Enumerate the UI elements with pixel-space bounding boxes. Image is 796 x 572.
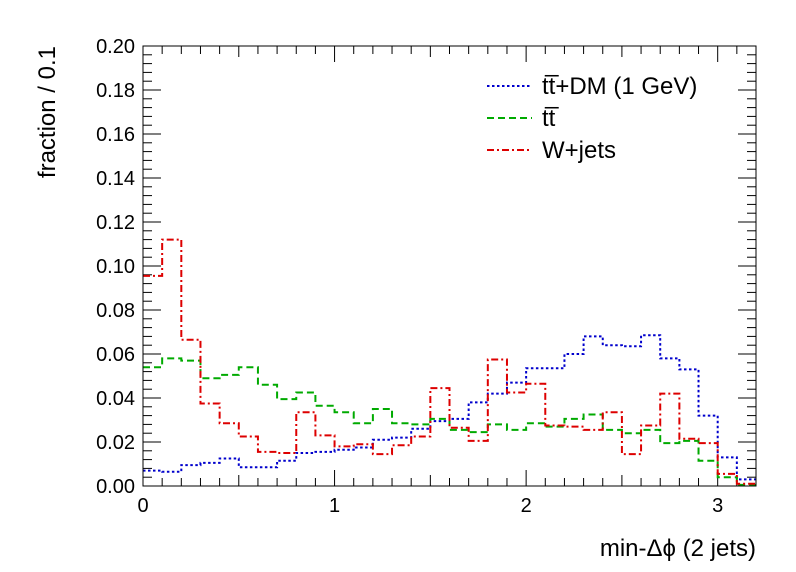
legend-label-1: tt̅ [542,105,559,132]
x-tick-label: 0 [137,495,148,517]
y-tick-label: 0.04 [96,388,135,410]
y-tick-label: 0.16 [96,124,135,146]
y-tick-label: 0.18 [96,80,135,102]
axis-ticks [142,45,757,487]
x-axis-title: min-Δϕ (2 jets) [600,535,756,562]
x-tick-label: 2 [521,495,532,517]
y-tick-label: 0.12 [96,212,135,234]
y-tick-label: 0.00 [96,476,135,498]
series-line-2 [143,238,756,485]
y-tick-label: 0.02 [96,432,135,454]
y-tick-label: 0.06 [96,344,135,366]
y-tick-label: 0.08 [96,300,135,322]
y-tick-label: 0.20 [96,36,135,58]
y-axis-title: fraction / 0.1 [34,46,61,178]
legend-label-0: tt̅+DM (1 GeV) [542,73,697,100]
tick-labels: 0 1 2 3 0.00 0.02 0.04 0.06 0.08 0.10 0.12 0.14 0.16… [96,36,723,517]
x-tick-label: 1 [329,495,340,517]
series-layer [143,238,756,486]
y-tick-label: 0.10 [96,256,135,278]
legend-label-2: W+jets [542,137,616,164]
plot-frame [142,45,757,487]
legend: tt̅+DM (1 GeV) tt̅ W+jets [487,73,697,164]
y-tick-label: 0.14 [96,168,135,190]
x-tick-label: 3 [712,495,723,517]
